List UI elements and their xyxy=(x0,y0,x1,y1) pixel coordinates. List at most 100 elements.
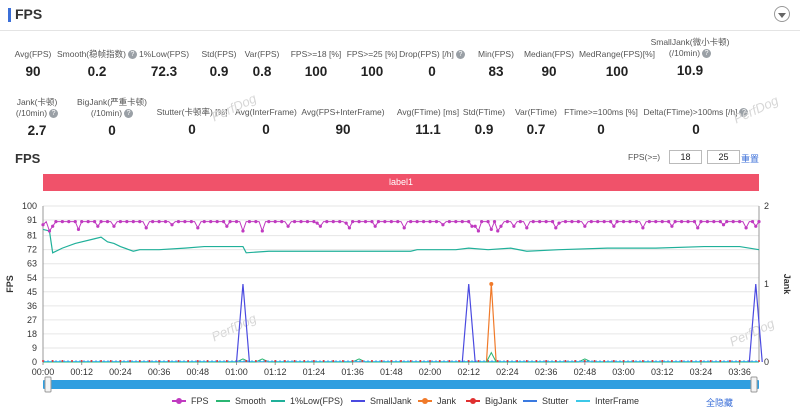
fps-point xyxy=(554,226,558,230)
stat-fps-25: FPS>=25 [%] 100 xyxy=(312,49,432,79)
legend-item-smalljank[interactable]: SmallJank xyxy=(351,396,412,406)
fps-point xyxy=(602,220,606,224)
fps-point xyxy=(286,224,290,228)
bigjank-point xyxy=(496,360,499,362)
bigjank-point xyxy=(564,360,567,362)
bigjank-point xyxy=(129,360,132,362)
legend-item-jank[interactable]: Jank xyxy=(418,396,456,406)
fps-point xyxy=(467,220,471,224)
bigjank-point xyxy=(42,360,44,362)
fps-point xyxy=(347,226,351,230)
stat-value: 0.2 xyxy=(87,64,107,79)
stat-stutter: Stutter(卡顿率) [%] 0 xyxy=(132,107,252,137)
fps-point xyxy=(415,220,419,224)
x-tick-label: 02:48 xyxy=(574,367,597,377)
fps-point xyxy=(712,220,716,224)
x-tick-label: 02:12 xyxy=(457,367,480,377)
legend-swatch xyxy=(271,400,285,402)
fps-point xyxy=(151,220,155,224)
fps-point xyxy=(718,220,722,224)
fps-point xyxy=(686,220,690,224)
fps-point xyxy=(118,220,123,224)
stat-label: Median(FPS) xyxy=(523,49,575,59)
stat-value: 83 xyxy=(488,64,504,79)
fps-threshold-input-2[interactable]: 25 xyxy=(707,150,740,164)
bigjank-point xyxy=(738,360,741,362)
collapse-chevron-icon[interactable] xyxy=(774,6,790,22)
help-icon[interactable]: ? xyxy=(455,50,465,60)
x-tick-label: 00:48 xyxy=(187,367,210,377)
legend-item-1-low-fps-[interactable]: 1%Low(FPS) xyxy=(271,396,343,406)
bigjank-point xyxy=(419,360,422,362)
fps-point xyxy=(131,220,135,224)
fps-point xyxy=(428,220,432,224)
range-slider-track[interactable] xyxy=(43,380,759,389)
range-slider-left-handle[interactable] xyxy=(44,376,52,393)
fps-point xyxy=(389,220,393,224)
bigjank-point xyxy=(535,360,538,362)
y-tick-label: 27 xyxy=(27,315,37,325)
bigjank-point xyxy=(216,360,219,362)
x-tick-label: 00:00 xyxy=(32,367,55,377)
stat-value: 0.7 xyxy=(526,122,546,137)
y2-tick-label: 2 xyxy=(764,201,769,211)
y-tick-label: 36 xyxy=(27,301,37,311)
legend-swatch xyxy=(172,398,186,404)
fps-point xyxy=(634,220,639,224)
legend-item-interframe[interactable]: InterFrame xyxy=(576,396,639,406)
hide-all-button[interactable]: 全隐藏 xyxy=(705,398,733,408)
fps-threshold-input-1[interactable]: 18 xyxy=(669,150,702,164)
fps-point xyxy=(183,220,187,224)
fps-point xyxy=(660,220,664,224)
series-line-fps xyxy=(42,220,760,233)
fps-point xyxy=(621,220,626,224)
stat-value: 100 xyxy=(605,64,629,79)
fps-point xyxy=(73,220,77,224)
fps-point xyxy=(492,220,497,224)
fps-point xyxy=(209,220,213,224)
fps-point xyxy=(344,221,348,225)
legend-swatch xyxy=(351,400,365,402)
fps-point xyxy=(315,221,319,225)
fps-point xyxy=(731,220,735,224)
stat-median-fps: Median(FPS) 90 xyxy=(489,49,609,79)
fps-point xyxy=(738,220,742,224)
fps-point xyxy=(518,220,522,224)
fps-point xyxy=(222,220,226,224)
bigjank-point xyxy=(448,360,451,362)
range-slider-right-handle[interactable] xyxy=(750,376,758,393)
reset-link[interactable]: 重置 xyxy=(740,154,759,164)
fps-point xyxy=(144,226,148,230)
fps-point xyxy=(370,220,374,224)
bigjank-point xyxy=(90,360,93,362)
bigjank-point xyxy=(651,360,654,362)
legend-item-stutter[interactable]: Stutter xyxy=(523,396,569,406)
help-icon[interactable]: ? xyxy=(702,49,712,59)
legend-item-bigjank[interactable]: BigJank xyxy=(466,396,517,406)
stat-label-unit: (/10min)? xyxy=(52,108,172,119)
bigjank-point xyxy=(158,360,161,362)
legend-item-fps[interactable]: FPS xyxy=(172,396,209,406)
help-icon[interactable]: ? xyxy=(49,109,59,119)
label-bar[interactable]: label1 xyxy=(43,174,759,191)
legend-item-smooth[interactable]: Smooth xyxy=(216,396,266,406)
fps-point xyxy=(409,220,413,224)
help-icon[interactable]: ? xyxy=(739,108,749,118)
fps-point xyxy=(125,220,129,224)
help-icon[interactable]: ? xyxy=(124,109,134,119)
stat-std-fps: Std(FPS) 0.9 xyxy=(159,49,279,79)
fps-point xyxy=(476,229,481,233)
stat-delta-ftime-100ms-h: Delta(FTime)>100ms [/h]? 0 xyxy=(636,107,756,137)
x-tick-label: 02:36 xyxy=(535,367,558,377)
header-divider xyxy=(0,30,800,31)
fps-point xyxy=(105,220,110,224)
fps-point xyxy=(750,220,755,224)
help-icon[interactable]: ? xyxy=(127,50,137,60)
legend-label: Jank xyxy=(437,396,457,406)
fps-point xyxy=(225,224,229,228)
fps-point xyxy=(692,220,697,224)
series-line-1pct-low xyxy=(42,228,760,254)
legend-label: 1%Low(FPS) xyxy=(290,396,344,406)
bigjank-point xyxy=(380,360,383,362)
